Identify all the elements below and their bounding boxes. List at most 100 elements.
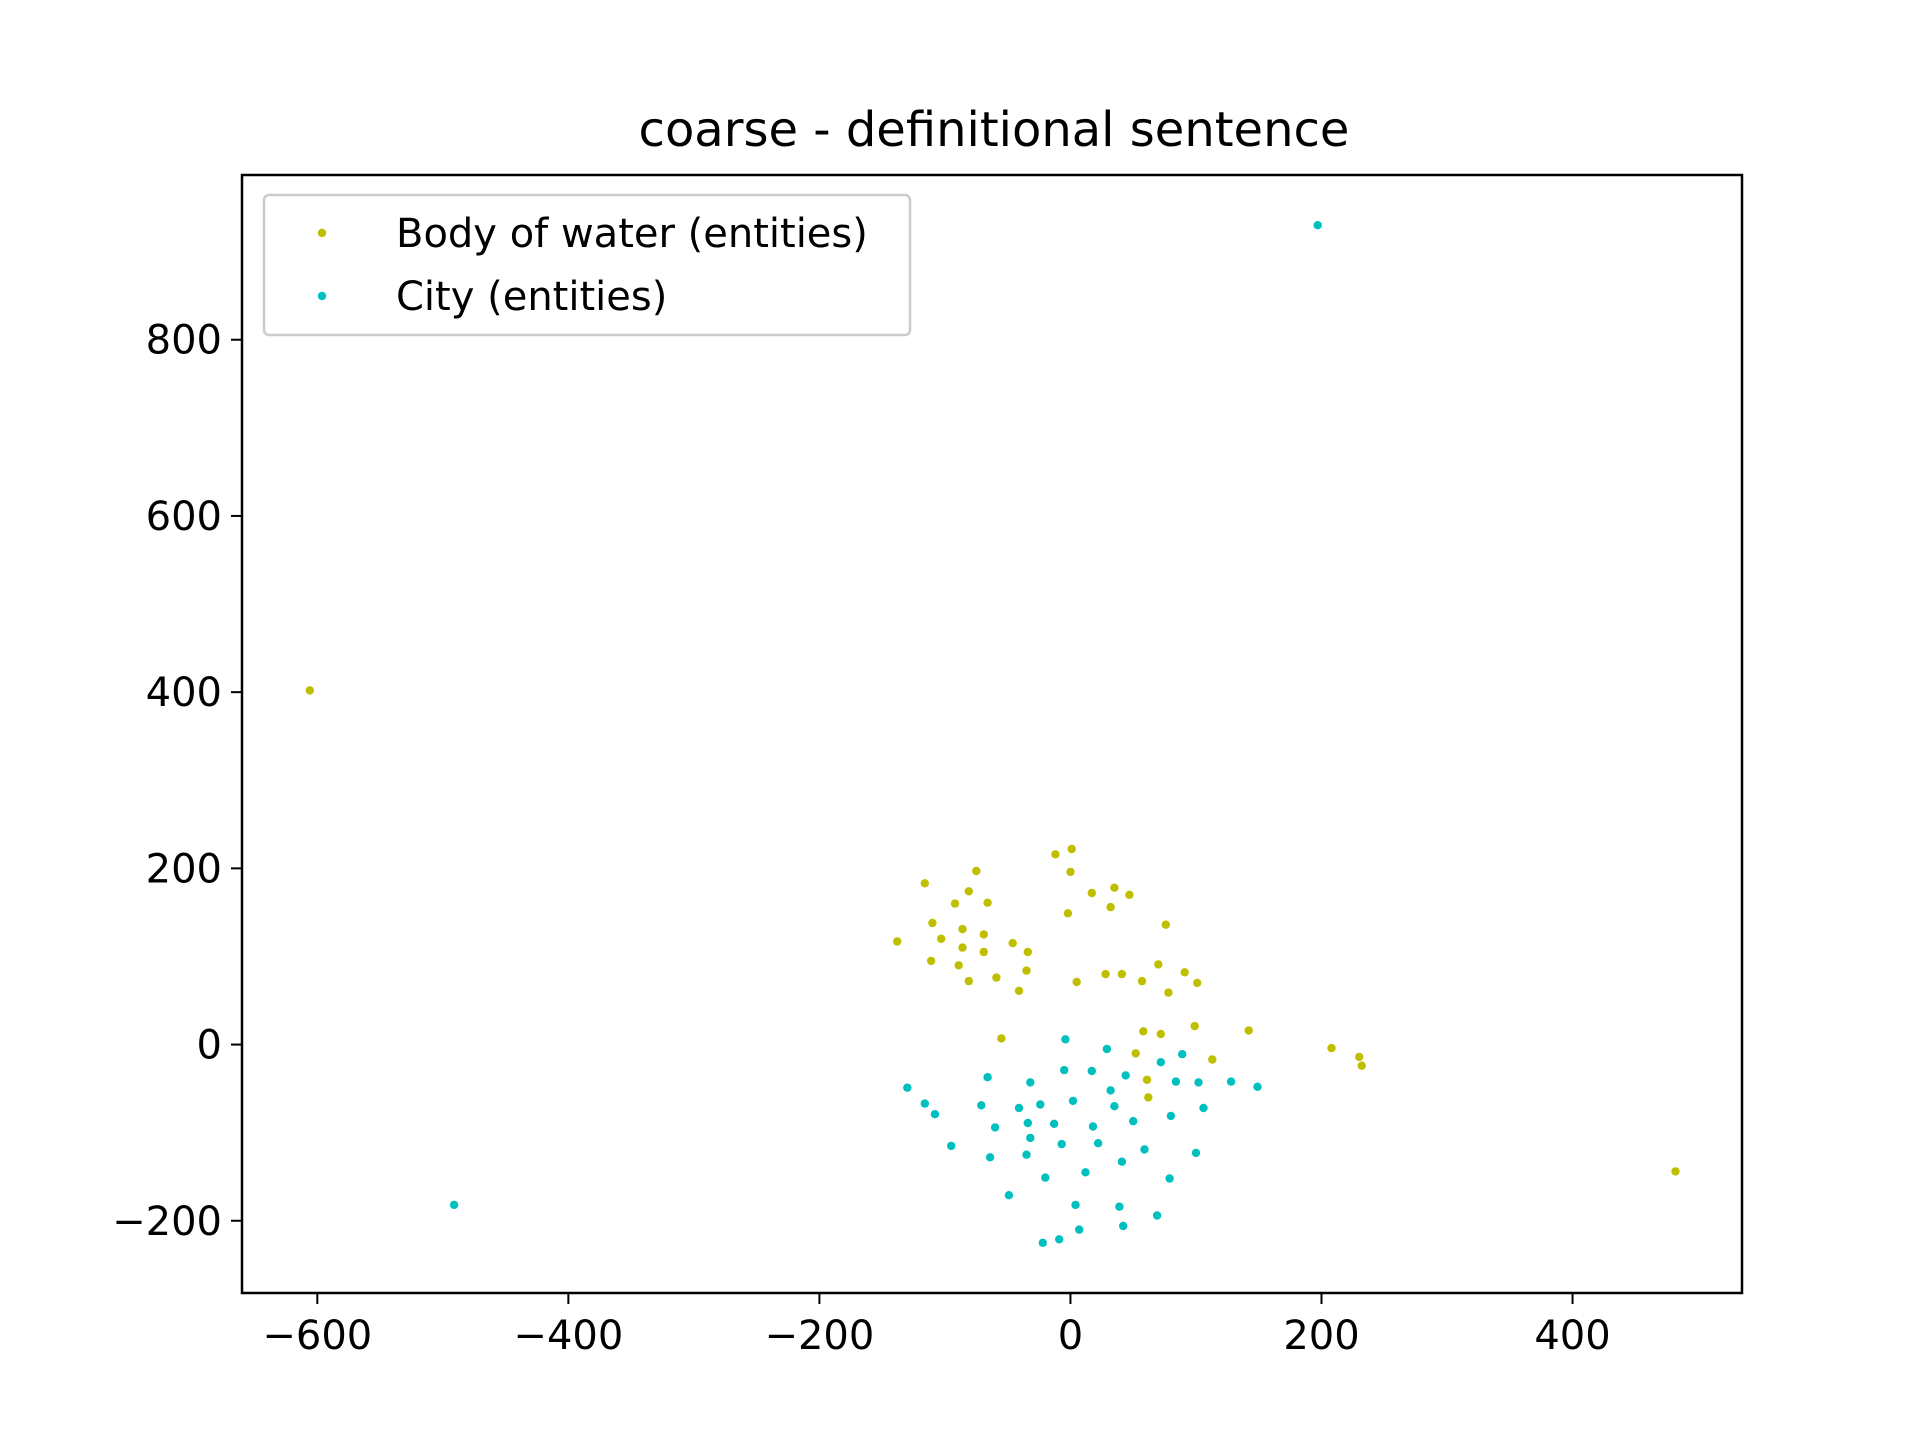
data-point-series-1 — [1140, 1145, 1149, 1154]
data-point-series-1 — [920, 1099, 929, 1108]
data-point-series-0 — [1022, 966, 1031, 975]
data-point-series-0 — [992, 973, 1001, 982]
data-point-series-1 — [1093, 1139, 1103, 1148]
data-point-series-1 — [1121, 1071, 1130, 1080]
data-point-series-0 — [305, 686, 314, 695]
data-point-series-0 — [1671, 1167, 1680, 1176]
y-tick-label: 400 — [146, 670, 222, 716]
data-point-series-1 — [1165, 1174, 1174, 1183]
y-tick-label: 0 — [197, 1023, 222, 1069]
data-point-series-1 — [1253, 1082, 1262, 1092]
legend-marker-1 — [317, 291, 327, 301]
data-point-series-1 — [1106, 1086, 1115, 1095]
data-point-series-1 — [947, 1141, 956, 1151]
data-point-series-0 — [1063, 909, 1073, 918]
data-point-series-1 — [1191, 1148, 1201, 1158]
data-point-series-0 — [1066, 867, 1075, 877]
legend-box — [262, 193, 912, 337]
data-point-series-0 — [928, 918, 937, 928]
data-point-series-1 — [1023, 1118, 1032, 1128]
data-point-series-0 — [964, 887, 973, 896]
data-point-series-0 — [1106, 902, 1115, 912]
data-point-series-1 — [1036, 1100, 1045, 1109]
x-tick-label: −400 — [513, 1313, 623, 1359]
data-point-series-1 — [1199, 1103, 1208, 1113]
data-point-series-1 — [1068, 1096, 1078, 1106]
data-point-series-0 — [1072, 977, 1081, 987]
data-point-series-1 — [449, 1200, 459, 1210]
legend-label-1: City (entities) — [396, 274, 667, 320]
x-tick-label: 200 — [1283, 1313, 1359, 1359]
x-tick-label: −600 — [262, 1313, 372, 1359]
data-point-series-0 — [1117, 969, 1127, 979]
data-point-series-0 — [1137, 976, 1147, 986]
data-point-series-0 — [1208, 1055, 1217, 1064]
data-point-series-1 — [1014, 1103, 1024, 1113]
data-point-series-1 — [983, 1073, 992, 1082]
x-tick-label: −200 — [764, 1313, 874, 1359]
data-point-series-0 — [1193, 978, 1202, 988]
data-point-series-1 — [1071, 1200, 1080, 1210]
data-point-series-0 — [920, 879, 929, 888]
data-point-series-0 — [958, 943, 967, 952]
data-point-series-0 — [926, 956, 936, 966]
data-point-series-1 — [985, 1153, 995, 1162]
data-point-series-1 — [1119, 1221, 1128, 1231]
data-point-series-1 — [1178, 1050, 1187, 1059]
data-point-series-1 — [1081, 1168, 1090, 1177]
data-point-series-1 — [1041, 1173, 1050, 1182]
data-point-series-0 — [1327, 1043, 1336, 1053]
data-point-series-1 — [1226, 1077, 1236, 1086]
data-point-series-1 — [930, 1110, 940, 1119]
data-point-series-1 — [1129, 1117, 1138, 1126]
data-point-series-0 — [1087, 888, 1097, 898]
data-point-series-1 — [1115, 1202, 1124, 1211]
data-point-series-1 — [1152, 1211, 1162, 1220]
data-point-series-1 — [1102, 1044, 1112, 1054]
data-point-series-1 — [1075, 1225, 1084, 1234]
data-point-series-0 — [1156, 1029, 1166, 1039]
data-point-series-0 — [1014, 986, 1024, 995]
y-tick-label: 600 — [146, 494, 222, 540]
data-point-series-0 — [1139, 1027, 1148, 1036]
data-point-series-1 — [1060, 1065, 1069, 1075]
data-point-series-1 — [1088, 1122, 1098, 1131]
data-point-series-0 — [983, 898, 992, 907]
legend: Body of water (entities) City (entities) — [262, 193, 912, 337]
x-tick-label: 400 — [1534, 1313, 1610, 1359]
data-point-series-1 — [1061, 1035, 1070, 1044]
data-point-series-0 — [893, 937, 902, 946]
data-point-series-0 — [1110, 883, 1119, 892]
data-point-series-1 — [1057, 1139, 1066, 1149]
data-point-series-1 — [1038, 1238, 1048, 1248]
data-point-series-0 — [1357, 1061, 1366, 1070]
data-point-series-0 — [997, 1034, 1006, 1043]
data-point-series-1 — [1022, 1150, 1031, 1159]
data-point-series-0 — [1244, 1026, 1253, 1035]
legend-label-0: Body of water (entities) — [396, 211, 868, 257]
data-point-series-0 — [979, 947, 988, 957]
data-point-series-0 — [1023, 947, 1032, 957]
data-point-series-1 — [1156, 1058, 1166, 1067]
data-point-series-0 — [1154, 960, 1163, 969]
data-point-series-0 — [972, 866, 981, 876]
data-point-series-0 — [1101, 969, 1110, 979]
data-point-series-1 — [1110, 1102, 1119, 1111]
x-tick-label: 0 — [1058, 1313, 1083, 1359]
data-point-series-0 — [1161, 920, 1171, 929]
data-point-series-0 — [1051, 850, 1060, 859]
data-point-series-1 — [1004, 1191, 1014, 1200]
data-point-series-0 — [1144, 1093, 1153, 1102]
data-point-series-0 — [1355, 1052, 1364, 1062]
data-point-series-1 — [1166, 1111, 1176, 1121]
data-point-series-1 — [1313, 221, 1322, 230]
data-point-series-1 — [1049, 1119, 1059, 1129]
plot-frame — [240, 173, 1744, 1295]
data-point-series-0 — [1164, 988, 1173, 997]
data-point-series-0 — [937, 934, 946, 943]
legend-marker-0 — [317, 228, 327, 238]
data-point-series-0 — [1131, 1049, 1140, 1058]
y-tick-label: 200 — [146, 846, 222, 892]
data-point-series-1 — [1026, 1078, 1035, 1087]
